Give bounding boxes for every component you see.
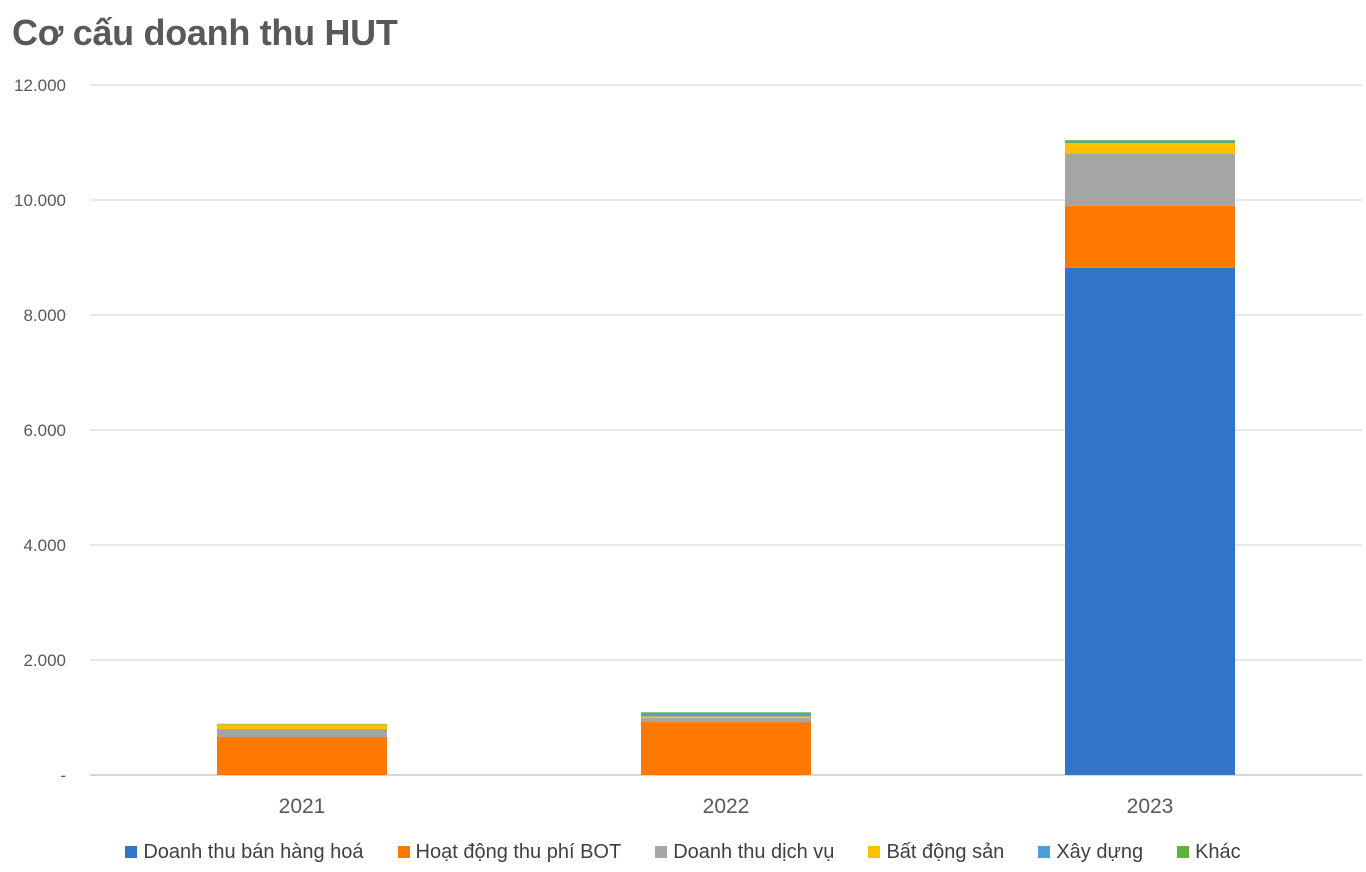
x-tick-label: 2021	[279, 795, 326, 818]
bar-segment	[217, 737, 387, 775]
y-tick-label: -	[60, 766, 66, 785]
bar-segment	[1065, 154, 1235, 206]
legend-label: Hoạt động thu phí BOT	[415, 840, 622, 863]
legend-swatch	[1177, 846, 1190, 858]
legend-swatch	[1038, 846, 1051, 858]
x-tick-label: 2022	[703, 795, 750, 818]
legend-label: Doanh thu bán hàng hoá	[143, 840, 364, 863]
legend-label: Bất động sản	[886, 840, 1005, 863]
legend-swatch	[655, 846, 668, 858]
legend-label: Xây dựng	[1056, 840, 1144, 863]
y-tick-label: 10.000	[14, 191, 66, 210]
y-tick-label: 12.000	[14, 76, 66, 95]
legend: Doanh thu bán hàng hoá Hoạt động thu phí …	[0, 838, 1366, 866]
legend-item: Doanh thu bán hàng hoá	[125, 840, 364, 864]
legend-item: Hoạt động thu phí BOT	[397, 840, 622, 864]
chart-title: Cơ cấu doanh thu HUT	[12, 12, 398, 53]
legend-swatch	[125, 846, 138, 858]
bar-segment	[641, 716, 811, 719]
bar-segment	[641, 718, 811, 723]
legend-item: Bất động sản	[868, 841, 1004, 864]
bar-segment	[217, 723, 387, 725]
legend-swatch	[868, 846, 881, 858]
legend-label: Doanh thu dịch vụ	[673, 840, 835, 863]
bar-segment	[1065, 205, 1235, 268]
bar-segment	[1065, 143, 1235, 154]
legend-item: Khác	[1177, 841, 1241, 864]
bars	[217, 140, 1235, 775]
bar-segment	[641, 714, 811, 717]
legend-item: Doanh thu dịch vụ	[655, 841, 834, 864]
y-tick-label: 8.000	[23, 306, 66, 325]
legend-item: Xây dựng	[1038, 841, 1143, 864]
y-axis-tick-labels: - 2.000 4.000 6.000 8.000 10.000 12.000	[14, 76, 66, 785]
bar-segment	[1065, 142, 1235, 144]
bar-segment	[1065, 140, 1235, 143]
y-tick-label: 2.000	[23, 651, 66, 670]
bar-segment	[217, 729, 387, 738]
x-tick-label: 2023	[1127, 795, 1174, 818]
legend-label: Khác	[1195, 840, 1241, 863]
x-axis-tick-labels: 2021 2022 2023	[279, 795, 1174, 818]
bar-segment	[641, 722, 811, 775]
bar-segment	[1065, 267, 1235, 775]
bar-segment	[641, 712, 811, 715]
y-tick-label: 4.000	[23, 536, 66, 555]
bar-segment	[217, 724, 387, 729]
legend-swatch	[397, 846, 410, 858]
y-tick-label: 6.000	[23, 421, 66, 440]
